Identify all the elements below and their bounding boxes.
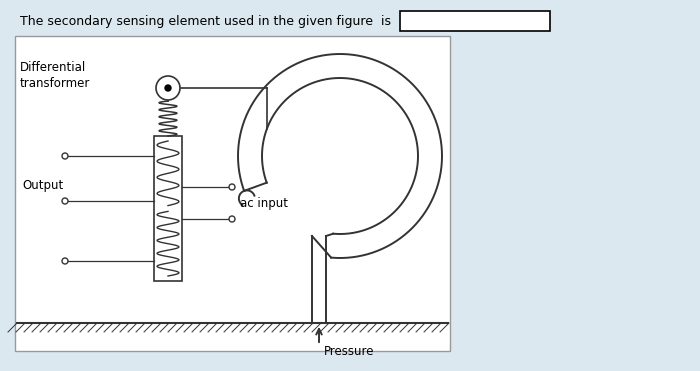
- Text: ac input: ac input: [240, 197, 288, 210]
- Circle shape: [156, 76, 180, 100]
- FancyBboxPatch shape: [400, 11, 550, 31]
- Text: The secondary sensing element used in the given figure  is: The secondary sensing element used in th…: [20, 14, 391, 27]
- Circle shape: [229, 216, 235, 222]
- Text: Differential
transformer: Differential transformer: [20, 61, 90, 90]
- Circle shape: [62, 153, 68, 159]
- Circle shape: [62, 258, 68, 264]
- Bar: [15, 36, 450, 351]
- Bar: [154, 136, 182, 281]
- Text: Output: Output: [22, 180, 63, 193]
- Text: Pressure: Pressure: [324, 345, 374, 358]
- Circle shape: [62, 198, 68, 204]
- Circle shape: [229, 184, 235, 190]
- Circle shape: [165, 85, 171, 91]
